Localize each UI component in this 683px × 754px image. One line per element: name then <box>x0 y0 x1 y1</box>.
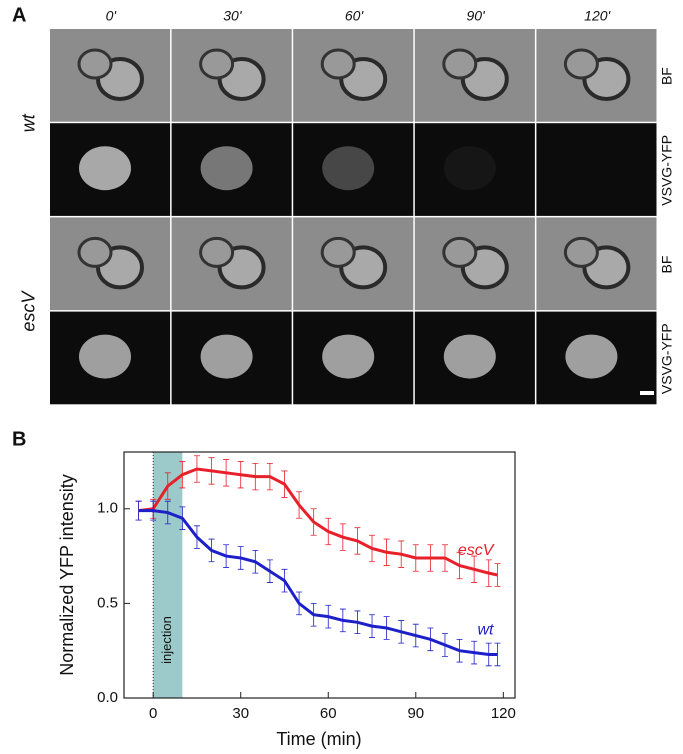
y-tick-label: 1.0 <box>97 500 118 517</box>
row-label: BF <box>659 256 675 274</box>
signal <box>443 334 496 379</box>
micrograph <box>293 123 414 216</box>
annotation: injection <box>159 616 174 664</box>
micrograph <box>536 123 657 216</box>
cell <box>320 236 356 268</box>
x-tick-label: 60 <box>320 705 337 722</box>
y-tick-label: 0.5 <box>97 594 118 611</box>
scale-bar <box>640 391 654 395</box>
cell <box>199 236 235 268</box>
time-label: 30' <box>223 8 243 24</box>
cell <box>199 48 235 80</box>
error-bar <box>494 642 501 667</box>
signal <box>200 334 253 379</box>
series-label: escV <box>458 542 495 559</box>
micrograph <box>414 123 535 216</box>
signal <box>200 146 253 191</box>
cell <box>442 236 478 268</box>
time-label: 90' <box>466 8 486 24</box>
time-label: 0' <box>106 8 118 24</box>
series-line <box>138 509 498 656</box>
x-tick-label: 90 <box>407 705 424 722</box>
x-tick-label: 120 <box>491 705 516 722</box>
x-axis-label: Time (min) <box>276 729 361 749</box>
y-tick-label: 0.0 <box>97 689 118 706</box>
y-axis-label: Normalized YFP intensity <box>57 474 77 675</box>
signal <box>79 146 131 191</box>
cell <box>77 48 113 80</box>
image-grid <box>50 29 657 405</box>
x-tick-label: 30 <box>232 705 249 722</box>
group-label: escV <box>19 290 39 332</box>
signal <box>443 146 496 191</box>
time-label: 120' <box>584 8 611 24</box>
cell <box>77 236 113 268</box>
signal <box>322 146 375 191</box>
signal <box>79 334 131 379</box>
group-label: wt <box>19 113 39 132</box>
panel-label: A <box>12 4 26 26</box>
row-label: BF <box>659 67 675 85</box>
time-label: 60' <box>345 8 365 24</box>
cell <box>563 48 599 80</box>
cell <box>320 48 356 80</box>
series-label: wt <box>477 622 494 639</box>
x-tick-label: 0 <box>149 705 157 722</box>
signal <box>565 334 618 379</box>
plot-frame <box>123 451 516 699</box>
series-line <box>138 467 498 577</box>
panel-label: B <box>12 428 26 450</box>
error-bar <box>494 563 501 587</box>
cell <box>563 236 599 268</box>
cell <box>442 48 478 80</box>
signal <box>322 334 375 379</box>
row-label: VSVG-YFP <box>659 323 675 394</box>
row-label: VSVG-YFP <box>659 135 675 206</box>
